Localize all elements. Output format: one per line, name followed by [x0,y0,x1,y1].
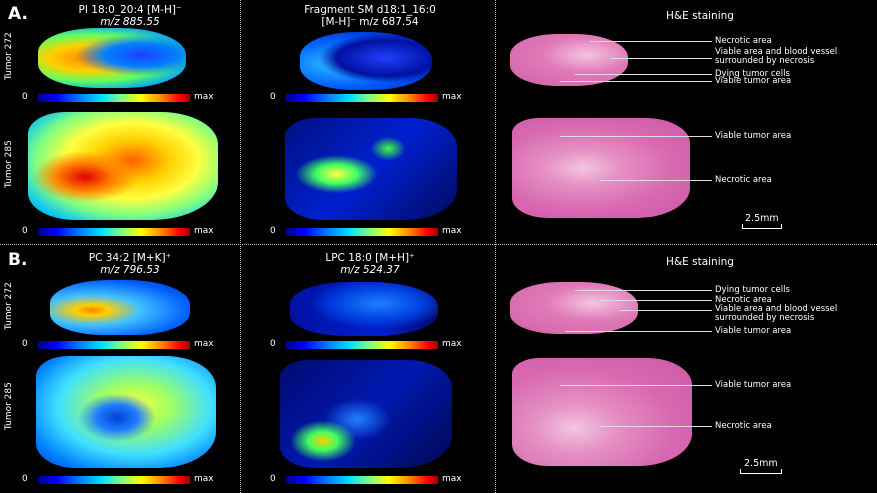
colorbar-b2-max: max [442,339,462,349]
colorbar-b3-min: 0 [22,474,28,484]
colorbar-a2-max: max [442,92,462,102]
anno-b-285-2: Necrotic area [715,421,772,431]
colorbar-a4-max: max [442,226,462,236]
scale-b-label: 2.5mm [744,458,778,469]
panel-a-row2-label: Tumor 285 [4,140,14,188]
panel-b-letter: B. [8,250,28,270]
anno-line-b-4 [565,331,712,332]
panel-b-row1-label: Tumor 272 [4,282,14,330]
anno-a-272-3: Dying tumor cells [715,69,790,79]
anno-line-a-3 [575,74,712,75]
anno-a-272-4: Viable tumor area [715,76,792,86]
panel-a-col3-title: H&E staining [666,10,734,22]
scale-a-bar [742,228,782,229]
colorbar-b1-min: 0 [22,339,28,349]
colorbar-b4 [286,476,438,484]
panel-b-col2-title: LPC 18:0 [M+H]⁺ m/z 524.37 [265,252,475,276]
msi-image-a-285-sm [285,118,457,220]
colorbar-a2-min: 0 [270,92,276,102]
colorbar-b1-max: max [194,339,214,349]
colorbar-b4-min: 0 [270,474,276,484]
anno-line-a-1 [590,41,712,42]
anno-b-272-4: Viable tumor area [715,326,792,336]
anno-line-a-5 [560,136,712,137]
anno-b-272-2: Necrotic area [715,295,772,305]
column-divider-2 [495,0,496,493]
scale-b-tick-left [740,469,741,474]
anno-a-285-1: Viable tumor area [715,131,792,141]
msi-image-b-285-lpc [280,360,452,468]
scale-b-tick-right [781,469,782,474]
msi-image-b-272-pc [50,280,190,335]
colorbar-b3 [38,476,190,484]
panel-a-col1-title: PI 18:0_20:4 [M-H]⁻ m/z 885.55 [35,4,225,28]
colorbar-b2 [286,341,438,349]
colorbar-a4-min: 0 [270,226,276,236]
he-image-a-272 [510,34,628,86]
panel-b-col1-title: PC 34:2 [M+K]⁺ m/z 796.53 [35,252,225,276]
panel-a-letter: A. [8,4,28,24]
colorbar-b3-max: max [194,474,214,484]
anno-a-272-1: Necrotic area [715,36,772,46]
colorbar-a2 [286,94,438,102]
panel-a-row1-label: Tumor 272 [4,32,14,80]
anno-line-a-2 [610,58,712,59]
anno-line-a-4 [560,81,712,82]
he-image-b-285 [512,358,692,466]
anno-line-b-1 [575,290,712,291]
anno-a-285-2: Necrotic area [715,175,772,185]
colorbar-b1 [38,341,190,349]
msi-image-b-285-pc [36,356,216,468]
scale-a-tick-right [781,224,782,229]
colorbar-a4 [286,228,438,236]
msi-image-b-272-lpc [290,282,438,336]
anno-line-b-6 [600,426,712,427]
panel-a-col2-title: Fragment SM d18:1_16:0 [M-H]⁻ m/z 687.54 [265,4,475,28]
colorbar-a1-min: 0 [22,92,28,102]
panel-a-col1-title-line1: PI 18:0_20:4 [M-H]⁻ [78,4,182,16]
anno-b-272-3: Viable area and blood vessel surrounded … [715,304,838,323]
panel-a-col1-title-line2: m/z 885.55 [100,16,160,28]
colorbar-a3-max: max [194,226,214,236]
panel-a-col2-title-line1: Fragment SM d18:1_16:0 [304,4,436,16]
anno-line-b-5 [560,385,712,386]
panel-b-col2-title-line1: LPC 18:0 [M+H]⁺ [325,252,415,264]
column-divider-1 [240,0,241,493]
anno-a-272-2: Viable area and blood vessel surrounded … [715,47,838,66]
panel-b-col3-title: H&E staining [666,256,734,268]
colorbar-b2-min: 0 [270,339,276,349]
he-image-a-285 [512,118,690,218]
panel-b-row2-label: Tumor 285 [4,382,14,430]
anno-line-a-6 [600,180,712,181]
msi-image-a-285-pi [28,112,218,220]
colorbar-a3 [38,228,190,236]
panel-b-col2-title-line2: m/z 524.37 [340,264,400,276]
panel-b-col1-title-line1: PC 34:2 [M+K]⁺ [88,252,172,264]
panel-divider [0,244,877,245]
anno-line-b-2 [600,300,712,301]
colorbar-b4-max: max [442,474,462,484]
scale-a-label: 2.5mm [745,213,779,224]
colorbar-a3-min: 0 [22,226,28,236]
panel-b-col1-title-line2: m/z 796.53 [100,264,160,276]
colorbar-a1 [38,94,190,102]
msi-image-a-272-pi [38,28,186,88]
anno-b-272-1: Dying tumor cells [715,285,790,295]
msi-image-a-272-sm [300,32,432,90]
anno-b-285-1: Viable tumor area [715,380,792,390]
scale-a-tick-left [742,224,743,229]
scale-b-bar [740,473,782,474]
anno-line-b-3 [620,310,712,311]
colorbar-a1-max: max [194,92,214,102]
panel-a-col2-title-line2: [M-H]⁻ m/z 687.54 [321,16,419,28]
